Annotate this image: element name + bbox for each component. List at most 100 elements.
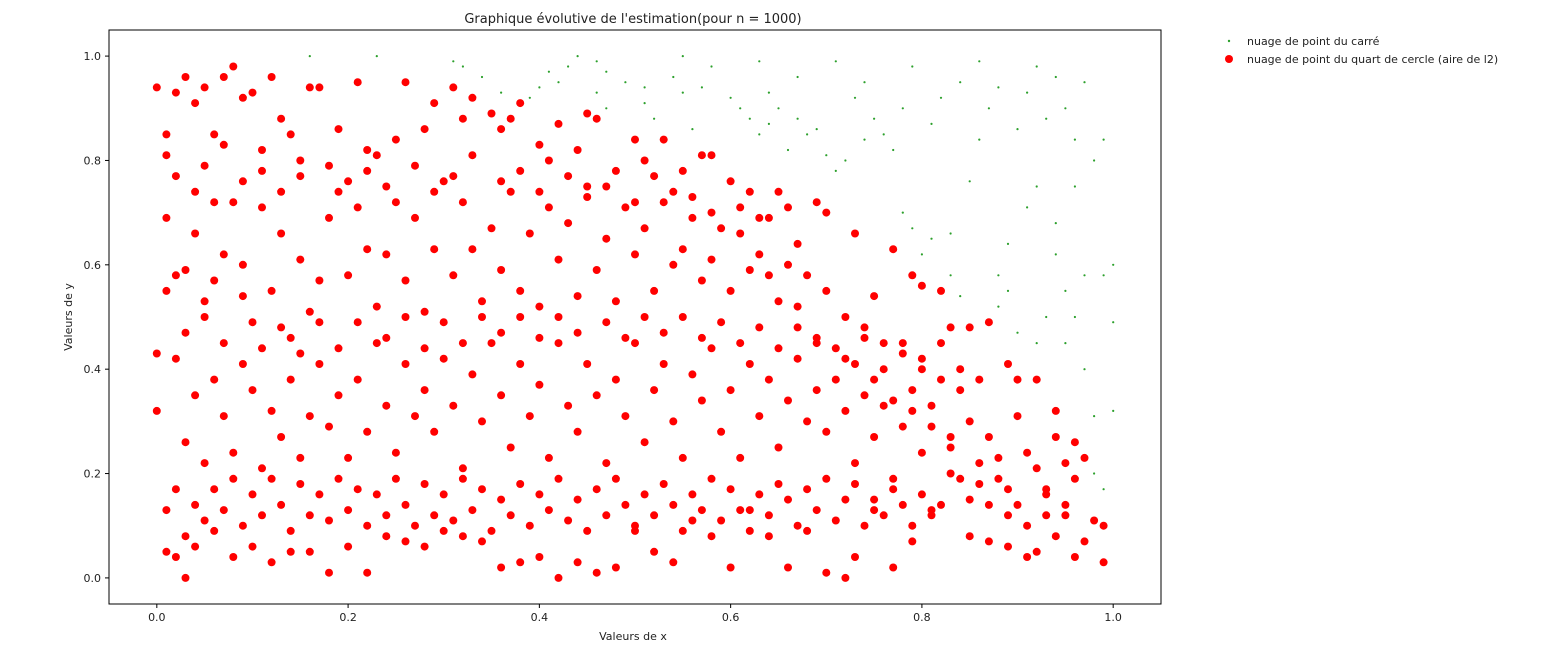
circle-cloud-point [650,386,659,395]
circle-cloud-point [277,323,286,332]
circle-cloud-point [879,365,888,374]
square-cloud-point [595,91,598,94]
circle-cloud-point [267,73,276,81]
circle-cloud-point [678,166,687,175]
circle-cloud-point [315,276,324,285]
circle-cloud-point [487,109,496,118]
circle-cloud-point [889,485,898,494]
circle-cloud-point [1070,474,1079,483]
circle-cloud-point [277,500,286,509]
square-cloud-point [547,70,551,73]
circle-cloud-point [191,500,200,509]
circle-cloud-point [458,339,467,348]
circle-cloud-point [745,526,754,535]
circle-cloud-point [277,114,286,123]
circle-cloud-point [401,276,410,285]
circle-cloud-point [707,255,716,264]
circle-cloud-point [793,354,802,363]
circle-cloud-point [219,412,228,421]
circle-cloud-point [870,495,879,504]
circle-cloud-point [171,354,180,363]
circle-cloud-point [860,391,869,400]
circle-cloud-point [650,172,659,181]
square-cloud-point [997,305,1000,308]
circle-cloud-point [420,307,429,316]
circle-cloud-point [937,286,945,295]
circle-cloud-point [334,391,343,400]
circle-cloud-point [325,161,333,170]
square-cloud-point [691,128,694,131]
circle-cloud-point [296,349,305,358]
circle-cloud-point [592,266,601,274]
square-cloud-point [1102,488,1105,491]
circle-cloud-point [726,485,735,494]
circle-cloud-point [449,271,458,280]
square-cloud-point [853,96,857,99]
circle-cloud-point [181,573,190,582]
square-cloud-point [901,211,904,214]
circle-cloud-point [908,386,917,395]
square-cloud-point [987,107,991,110]
circle-cloud-point [210,526,219,535]
circle-cloud-point [573,146,582,154]
y-tick-label: 0.0 [84,572,102,585]
circle-cloud-point [229,553,238,561]
square-cloud-point [681,91,684,94]
circle-cloud-point [640,438,649,447]
circle-cloud-point [851,459,859,468]
circle-cloud-point [736,203,745,212]
circle-cloud-point [822,286,831,295]
circle-cloud-point [391,198,400,207]
circle-cloud-point [191,391,200,400]
circle-cloud-point [631,250,639,259]
square-cloud-point [1102,138,1105,141]
circle-cloud-point [401,537,410,546]
circle-cloud-point [458,198,467,207]
square-cloud-point [834,60,837,63]
x-tick-label: 0.8 [913,611,931,624]
circle-cloud-point [592,391,601,400]
circle-cloud-point [659,198,668,207]
circle-cloud-point [984,318,993,327]
square-cloud-point [375,55,378,58]
circle-cloud-point [200,297,209,306]
circle-cloud-point [688,193,697,201]
y-axis-label: Valeurs de y [62,283,75,351]
circle-cloud-point [583,182,592,191]
circle-cloud-point [382,511,391,520]
circle-cloud-point [363,427,372,436]
circle-cloud-point [468,245,477,254]
circle-cloud-point [391,474,400,483]
square-cloud-point [739,107,742,110]
square-cloud-point [624,81,627,84]
square-cloud-point [806,133,809,136]
circle-cloud-point [554,255,563,264]
circle-cloud-point [822,568,831,577]
circle-cloud-point [583,360,592,368]
legend-marker-square-cloud [1227,39,1231,43]
circle-cloud-point [640,490,649,499]
square-cloud-point [1054,75,1057,79]
circle-cloud-point [564,516,573,525]
square-cloud-point [1035,65,1038,68]
circle-cloud-point [898,339,907,348]
circle-cloud-point [210,276,219,285]
circle-cloud-point [363,245,372,254]
circle-cloud-point [449,172,458,181]
circle-cloud-point [210,198,219,207]
circle-cloud-point [946,469,955,478]
circle-cloud-point [296,156,305,165]
circle-cloud-point [229,448,238,457]
circle-cloud-point [573,558,582,567]
x-tick-label: 0.4 [531,611,549,624]
circle-cloud-point [544,453,553,462]
square-cloud-point [1112,409,1115,412]
circle-cloud-point [363,568,372,577]
circle-cloud-point [162,506,171,515]
circle-cloud-point [937,375,945,384]
circle-cloud-point [420,386,429,395]
circle-cloud-point [258,511,266,520]
circle-cloud-point [678,313,687,321]
circle-cloud-point [420,542,429,551]
square-cloud-point [1073,185,1076,188]
